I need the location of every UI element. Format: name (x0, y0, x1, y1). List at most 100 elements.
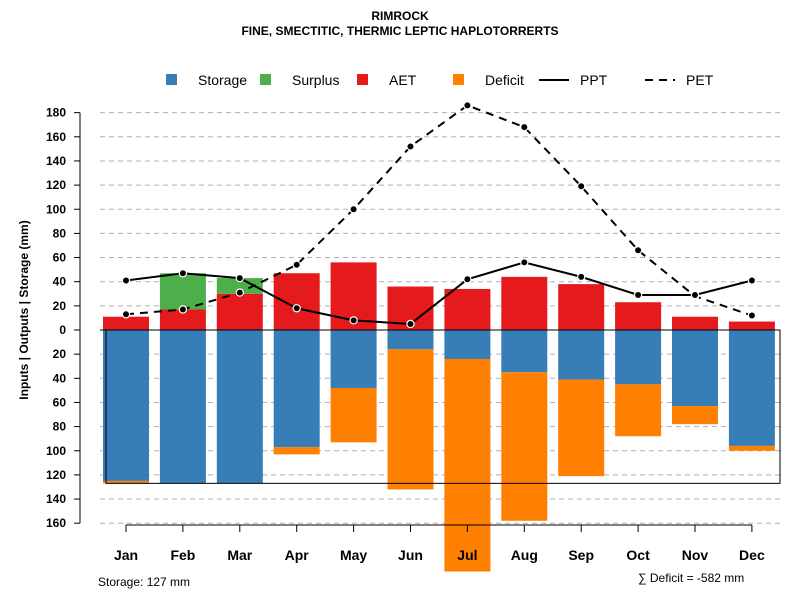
legend-item-storage: Storage (166, 72, 247, 88)
x-tick-label: Mar (227, 547, 252, 563)
pet-point (178, 305, 188, 314)
deficit-bar (501, 372, 548, 521)
ppt-point (747, 276, 757, 285)
storage-bar (501, 330, 548, 373)
y-tick-label: 180 (46, 106, 66, 120)
y-tick-label: 160 (46, 130, 66, 144)
ppt-point (690, 290, 700, 300)
ppt-point (633, 290, 643, 300)
aet-bar (672, 316, 718, 330)
bars (103, 262, 775, 572)
chart-subtitle: FINE, SMECTITIC, THERMIC LEPTIC HAPLOTOR… (241, 24, 558, 38)
y-tick-label: 140 (46, 154, 66, 168)
legend-label: PET (686, 72, 714, 88)
y-tick-label: 20 (53, 347, 67, 361)
pet-point (520, 122, 529, 132)
storage-bar (159, 330, 206, 484)
ppt-point (235, 273, 244, 283)
x-tick-label: May (340, 547, 367, 563)
storage-capacity-box (105, 329, 781, 484)
pet-point (577, 182, 586, 191)
aet-bar (159, 309, 206, 330)
aet-bar (444, 288, 491, 330)
legend-label: PPT (580, 72, 608, 88)
y-tick-label: 100 (46, 202, 66, 216)
aet-bar (216, 293, 263, 330)
legend-label: Deficit (485, 72, 524, 88)
y-tick-label: 40 (53, 371, 67, 385)
legend-item-surplus: Surplus (260, 72, 339, 88)
surplus-bar (216, 278, 263, 294)
x-tick-label: Jul (457, 547, 477, 563)
y-tick-label: 140 (46, 492, 66, 506)
storage-bar (103, 330, 149, 481)
legend-item-aet: AET (357, 72, 417, 88)
ppt-point (577, 272, 586, 282)
pet-point (235, 288, 244, 297)
aet-bar (501, 276, 548, 330)
aet-bar (103, 316, 149, 330)
y-axis-label: Inputs | Outputs | Storage (mm) (17, 220, 31, 399)
x-tick-label: Feb (170, 547, 195, 563)
x-tick-label: Jun (398, 547, 423, 563)
ppt-point (178, 269, 188, 278)
y-tick-label: 80 (53, 420, 67, 434)
x-tick-label: Jan (114, 547, 138, 563)
y-tick-label: 60 (53, 395, 67, 409)
ppt-point (349, 316, 358, 325)
y-tick-label: 100 (46, 444, 66, 458)
aet-bar (558, 284, 605, 330)
ppt-point (292, 304, 301, 313)
x-tick-label: Dec (739, 547, 765, 563)
lines (100, 101, 781, 484)
deficit-bar (615, 384, 662, 437)
legend: Storage Surplus AET Deficit PPT PET (166, 72, 714, 88)
y-tick-label: 20 (53, 299, 67, 313)
x-tick-label: Sep (568, 547, 594, 563)
total-deficit-note: ∑ Deficit = -582 mm (638, 571, 745, 585)
deficit-bar (558, 379, 605, 477)
aet-bar (615, 302, 662, 330)
pet-point (463, 101, 472, 110)
legend-item-pet: PET (645, 72, 714, 88)
legend-item-deficit: Deficit (453, 72, 524, 88)
pet-point (406, 142, 415, 151)
legend-label: Surplus (292, 72, 339, 88)
deficit-bar (728, 445, 775, 451)
storage-bar (330, 330, 377, 388)
ppt-point (121, 276, 131, 285)
chart-title: RIMROCK (371, 9, 429, 23)
deficit-bar (444, 358, 491, 572)
deficit-bar (330, 387, 377, 443)
storage-bar (728, 330, 775, 446)
aet-bar (273, 273, 320, 330)
legend-label: AET (389, 72, 417, 88)
storage-bar (273, 330, 320, 448)
pet-point (349, 205, 358, 214)
y-tick-label: 40 (53, 275, 67, 289)
legend-swatch (166, 74, 177, 85)
x-tick-label: Apr (285, 547, 310, 563)
deficit-bar (387, 349, 434, 490)
storage-bar (672, 330, 718, 407)
ppt-point (406, 319, 415, 329)
pet-point (121, 310, 131, 319)
legend-item-ppt: PPT (539, 72, 608, 88)
x-tick-label: Aug (511, 547, 538, 563)
pet-point (633, 246, 643, 255)
aet-bar (728, 321, 775, 330)
x-tick-label: Nov (682, 547, 709, 563)
y-tick-label: 160 (46, 516, 66, 530)
ppt-point (463, 275, 472, 284)
storage-bar (444, 330, 491, 359)
pet-point (747, 311, 757, 320)
legend-swatch (357, 74, 368, 85)
pet-line (125, 104, 753, 317)
ppt-point (520, 258, 529, 267)
axes: 180 160 140 120 100 80 60 40 20 0 20 40 60 80 100 120 14… (46, 106, 765, 563)
legend-swatch (453, 74, 464, 85)
storage-capacity-note: Storage: 127 mm (98, 575, 191, 589)
y-tick-label: 60 (53, 251, 67, 265)
deficit-bar (273, 447, 320, 455)
